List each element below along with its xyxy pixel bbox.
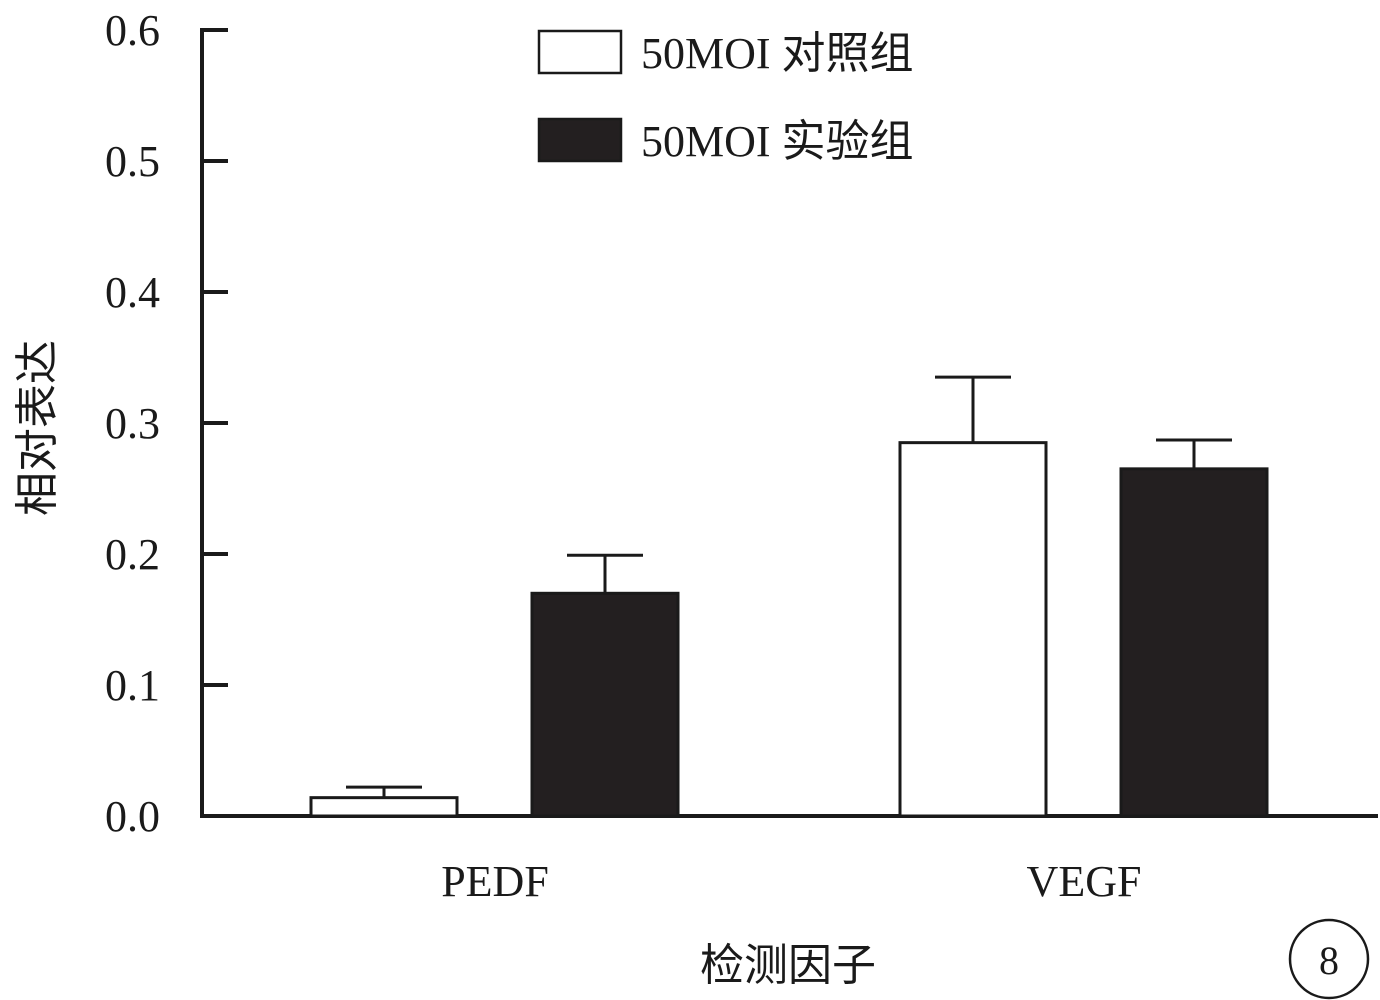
legend-label: 50MOI 对照组 (641, 29, 914, 78)
bar (898, 441, 1048, 818)
panel-label-text: 8 (1319, 938, 1339, 983)
legend-label: 50MOI 实验组 (641, 117, 914, 166)
bar (1119, 467, 1269, 818)
bars (309, 441, 1269, 818)
legend-swatch (537, 117, 623, 163)
y-tick-label: 0.5 (105, 137, 160, 186)
panel-label-circle (1288, 918, 1370, 1000)
y-tick-label: 0.1 (105, 661, 160, 710)
error-bars (346, 375, 1232, 798)
legend-swatch (537, 29, 623, 75)
y-axis: 0.0 0.1 0.2 0.3 0.4 0.5 0.6 (105, 6, 228, 841)
y-tick-label: 0.3 (105, 399, 160, 448)
x-axis: PEDF VEGF (200, 814, 1378, 906)
x-tick-label: PEDF (441, 857, 549, 906)
bar (309, 796, 459, 818)
x-tick-label: VEGF (1027, 857, 1142, 906)
y-tick-label: 0.4 (105, 268, 160, 317)
y-tick-label: 0.0 (105, 792, 160, 841)
bar (530, 591, 680, 818)
panel-label: 8 (1288, 918, 1370, 1000)
legend: 50MOI 对照组 50MOI 实验组 (537, 29, 914, 166)
y-tick-label: 0.6 (105, 6, 160, 55)
y-tick-label: 0.2 (105, 530, 160, 579)
y-axis-title: 相对表达 (13, 340, 62, 516)
x-axis-title: 检测因子 (700, 941, 876, 990)
